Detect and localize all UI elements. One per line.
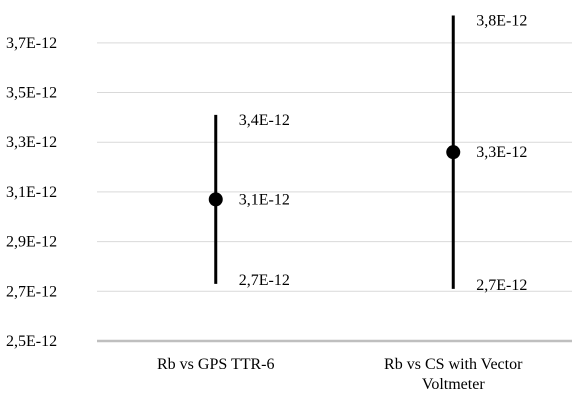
error-bars <box>214 15 455 289</box>
x-category-label: Rb vs GPS TTR-6 <box>157 356 275 373</box>
upper-value-label: 3,8E-12 <box>476 13 527 30</box>
y-tick-label: 3,7E-12 <box>6 35 57 52</box>
center-value-label: 3,3E-12 <box>476 144 527 161</box>
lower-value-label: 2,7E-12 <box>239 272 290 289</box>
x-axis-category-labels: Rb vs GPS TTR-6 Rb vs CS with Vector Voltm… <box>157 356 523 393</box>
y-tick-label: 2,7E-12 <box>6 283 57 300</box>
center-value-label: 3,1E-12 <box>239 191 290 208</box>
y-axis-tick-labels: 2,5E-12 2,7E-12 2,9E-12 3,1E-12 3,3E-12 3,5E-… <box>6 35 57 350</box>
upper-value-label: 3,4E-12 <box>239 112 290 129</box>
y-tick-label: 3,5E-12 <box>6 85 57 102</box>
data-point <box>208 192 223 207</box>
y-tick-label: 2,9E-12 <box>6 234 57 251</box>
lower-value-label: 2,7E-12 <box>476 277 527 294</box>
y-tick-label: 3,3E-12 <box>6 134 57 151</box>
data-labels: 3,4E-12 3,1E-12 2,7E-12 3,8E-12 3,3E-12 2,7E-… <box>239 13 528 294</box>
y-tick-label: 2,5E-12 <box>6 333 57 350</box>
x-category-label: Rb vs CS with Vector Voltmeter <box>384 356 523 393</box>
data-points <box>208 145 461 207</box>
gridlines <box>97 42 572 292</box>
y-tick-label: 3,1E-12 <box>6 184 57 201</box>
data-point <box>446 145 461 160</box>
